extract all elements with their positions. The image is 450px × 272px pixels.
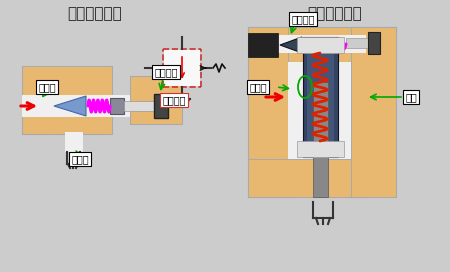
Polygon shape <box>54 96 86 116</box>
Bar <box>307 41 334 153</box>
Bar <box>351 27 396 197</box>
Text: 先导阀芯: 先导阀芯 <box>291 14 315 24</box>
Polygon shape <box>280 37 302 53</box>
Bar <box>248 27 396 62</box>
Bar <box>288 62 351 159</box>
Bar <box>248 33 278 57</box>
Text: 油压符号: 油压符号 <box>162 95 186 105</box>
Bar <box>22 66 112 134</box>
Bar <box>303 37 338 157</box>
Bar <box>368 32 380 54</box>
Bar <box>248 159 366 197</box>
Bar <box>124 101 154 111</box>
Text: 油入口: 油入口 <box>38 82 56 92</box>
Text: 节流孔: 节流孔 <box>249 82 267 92</box>
Bar <box>130 76 182 124</box>
Bar <box>22 95 130 117</box>
Bar <box>278 35 366 53</box>
Bar <box>164 50 200 86</box>
Text: 直动形溢流阀: 直动形溢流阀 <box>68 7 122 21</box>
Text: 主阀: 主阀 <box>405 92 417 102</box>
Bar <box>154 94 168 118</box>
Text: 先导式溢流阀: 先导式溢流阀 <box>308 7 362 21</box>
Bar <box>297 141 344 157</box>
Text: 排油口: 排油口 <box>71 154 89 164</box>
Bar <box>248 27 288 197</box>
Bar <box>65 132 83 152</box>
Bar <box>110 98 124 114</box>
Text: 调节螺丝: 调节螺丝 <box>154 67 178 77</box>
Bar <box>346 38 368 48</box>
Bar <box>297 37 344 53</box>
Bar <box>313 82 328 197</box>
